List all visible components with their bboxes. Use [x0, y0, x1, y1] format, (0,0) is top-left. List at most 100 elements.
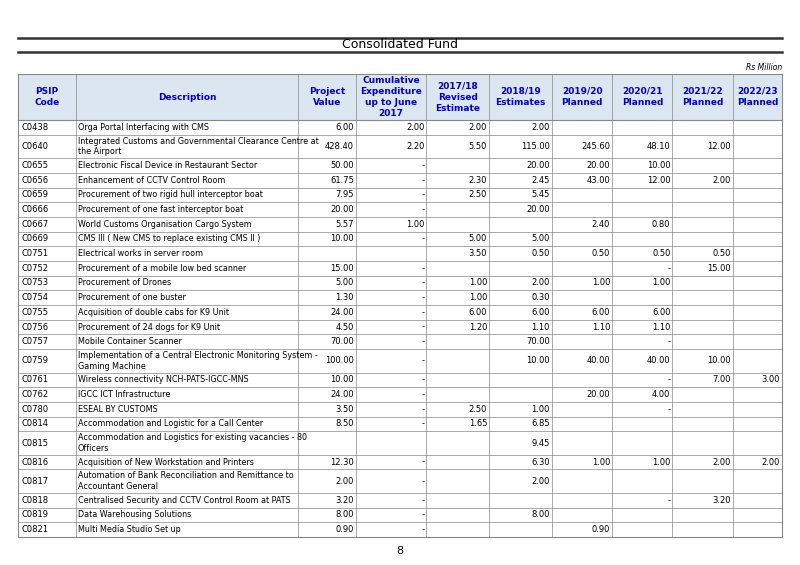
Text: 24.00: 24.00 — [330, 390, 354, 399]
Text: Electrical works in server room: Electrical works in server room — [78, 249, 203, 258]
Text: 20.00: 20.00 — [586, 161, 610, 170]
Text: IGCC ICT Infrastructure: IGCC ICT Infrastructure — [78, 390, 170, 399]
Text: 0.50: 0.50 — [652, 249, 670, 258]
Text: -: - — [422, 161, 424, 170]
Text: Accommodation and Logistic for a Call Center: Accommodation and Logistic for a Call Ce… — [78, 419, 263, 428]
Text: C0666: C0666 — [21, 205, 48, 214]
Text: 3.20: 3.20 — [335, 496, 354, 505]
Text: 2.40: 2.40 — [592, 220, 610, 229]
Text: 6.00: 6.00 — [469, 308, 487, 317]
Text: 1.00: 1.00 — [652, 279, 670, 288]
Text: -: - — [422, 279, 424, 288]
Text: C0438: C0438 — [21, 123, 48, 132]
Text: 3.00: 3.00 — [762, 375, 780, 384]
Text: Electronic Fiscal Device in Restaurant Sector: Electronic Fiscal Device in Restaurant S… — [78, 161, 257, 170]
Text: 1.00: 1.00 — [652, 458, 670, 467]
Text: -: - — [422, 510, 424, 519]
Text: Wireless connectivity NCH-PATS-IGCC-MNS: Wireless connectivity NCH-PATS-IGCC-MNS — [78, 375, 248, 384]
Text: Acquisition of double cabs for K9 Unit: Acquisition of double cabs for K9 Unit — [78, 308, 229, 317]
Text: 4.00: 4.00 — [652, 390, 670, 399]
Text: 8.50: 8.50 — [335, 419, 354, 428]
Text: -: - — [422, 205, 424, 214]
Text: 1.00: 1.00 — [406, 220, 424, 229]
Text: 1.00: 1.00 — [592, 279, 610, 288]
Text: 12.00: 12.00 — [707, 142, 730, 151]
Text: 1.00: 1.00 — [531, 405, 550, 414]
Text: 6.85: 6.85 — [531, 419, 550, 428]
Text: C0655: C0655 — [21, 161, 48, 170]
Text: 15.00: 15.00 — [707, 264, 730, 273]
Text: 5.57: 5.57 — [335, 220, 354, 229]
Text: 2.30: 2.30 — [469, 176, 487, 185]
Text: Acquisition of New Workstation and Printers: Acquisition of New Workstation and Print… — [78, 458, 254, 467]
Text: 245.60: 245.60 — [582, 142, 610, 151]
Text: -: - — [422, 390, 424, 399]
Text: -: - — [422, 293, 424, 302]
Text: 115.00: 115.00 — [521, 142, 550, 151]
Text: 2.00: 2.00 — [335, 477, 354, 486]
Text: 40.00: 40.00 — [586, 357, 610, 366]
Text: 48.10: 48.10 — [646, 142, 670, 151]
Text: Data Warehousing Solutions: Data Warehousing Solutions — [78, 510, 191, 519]
Text: PSIP
Code: PSIP Code — [34, 87, 59, 107]
Text: C0814: C0814 — [21, 419, 48, 428]
Text: Rs Million: Rs Million — [746, 63, 782, 72]
Text: 6.00: 6.00 — [531, 308, 550, 317]
Text: 2.00: 2.00 — [712, 176, 730, 185]
Text: C0640: C0640 — [21, 142, 48, 151]
Text: -: - — [422, 405, 424, 414]
Text: Procurement of a mobile low bed scanner: Procurement of a mobile low bed scanner — [78, 264, 246, 273]
Text: Orga Portal Interfacing with CMS: Orga Portal Interfacing with CMS — [78, 123, 209, 132]
Text: 20.00: 20.00 — [586, 390, 610, 399]
Text: 1.20: 1.20 — [469, 323, 487, 332]
Text: 0.80: 0.80 — [652, 220, 670, 229]
Text: 61.75: 61.75 — [330, 176, 354, 185]
Text: Consolidated Fund: Consolidated Fund — [342, 38, 458, 51]
Text: Multi Media Studio Set up: Multi Media Studio Set up — [78, 525, 181, 534]
Text: 1.65: 1.65 — [469, 419, 487, 428]
Text: C0821: C0821 — [21, 525, 48, 534]
Text: C0756: C0756 — [21, 323, 48, 332]
Text: C0659: C0659 — [21, 190, 48, 199]
Text: 2.00: 2.00 — [712, 458, 730, 467]
Text: -: - — [667, 405, 670, 414]
Text: 20.00: 20.00 — [330, 205, 354, 214]
Text: 40.00: 40.00 — [647, 357, 670, 366]
Text: 5.00: 5.00 — [469, 234, 487, 244]
Text: -: - — [667, 337, 670, 346]
Text: 1.30: 1.30 — [335, 293, 354, 302]
Text: Procurement of 24 dogs for K9 Unit: Procurement of 24 dogs for K9 Unit — [78, 323, 220, 332]
Text: C0656: C0656 — [21, 176, 48, 185]
Text: 0.90: 0.90 — [335, 525, 354, 534]
Text: 8.00: 8.00 — [531, 510, 550, 519]
Text: 10.00: 10.00 — [330, 375, 354, 384]
Text: Description: Description — [158, 93, 216, 102]
Text: 12.30: 12.30 — [330, 458, 354, 467]
Text: C0755: C0755 — [21, 308, 48, 317]
Text: 6.00: 6.00 — [335, 123, 354, 132]
Text: 6.00: 6.00 — [652, 308, 670, 317]
Text: -: - — [667, 496, 670, 505]
Text: -: - — [422, 190, 424, 199]
Text: C0752: C0752 — [21, 264, 48, 273]
Text: 70.00: 70.00 — [330, 337, 354, 346]
Text: 2.45: 2.45 — [531, 176, 550, 185]
Text: -: - — [667, 264, 670, 273]
Text: ESEAL BY CUSTOMS: ESEAL BY CUSTOMS — [78, 405, 158, 414]
Text: 2020/21
Planned: 2020/21 Planned — [622, 87, 663, 107]
Text: 7.95: 7.95 — [335, 190, 354, 199]
Text: 428.40: 428.40 — [325, 142, 354, 151]
Text: -: - — [422, 176, 424, 185]
Text: 1.00: 1.00 — [469, 279, 487, 288]
Text: 50.00: 50.00 — [330, 161, 354, 170]
Text: 5.45: 5.45 — [531, 190, 550, 199]
Text: World Customs Organisation Cargo System: World Customs Organisation Cargo System — [78, 220, 251, 229]
Text: -: - — [422, 496, 424, 505]
Text: 2022/23
Planned: 2022/23 Planned — [737, 87, 778, 107]
Text: 2.00: 2.00 — [406, 123, 424, 132]
Text: -: - — [422, 337, 424, 346]
Text: 2.00: 2.00 — [469, 123, 487, 132]
Text: 1.00: 1.00 — [592, 458, 610, 467]
Text: 2.00: 2.00 — [531, 279, 550, 288]
Text: 2.00: 2.00 — [762, 458, 780, 467]
